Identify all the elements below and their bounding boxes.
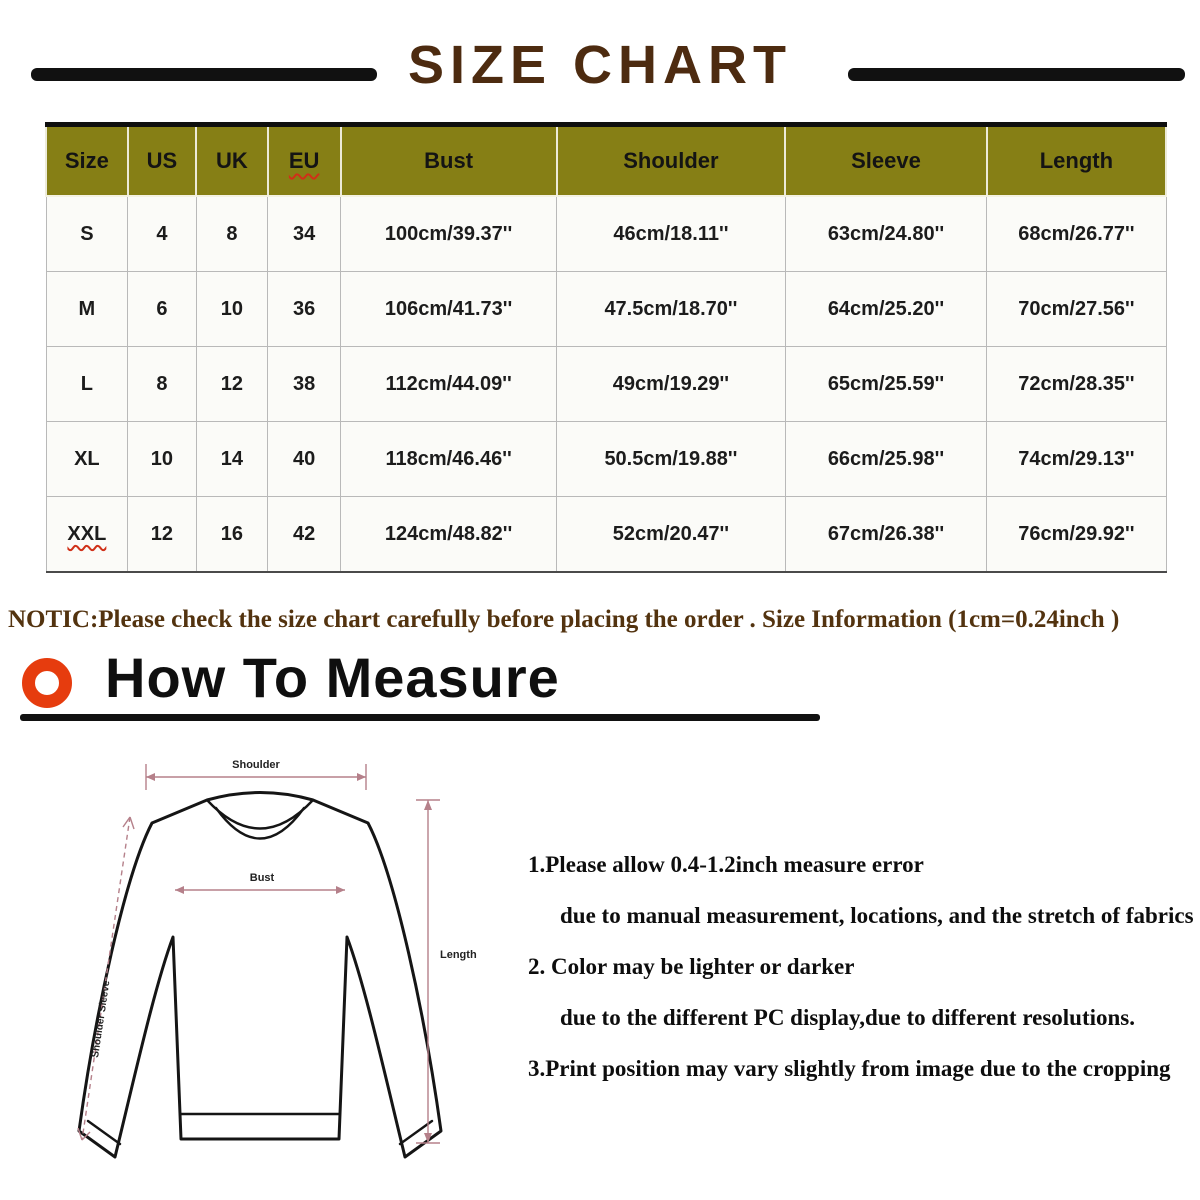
size-table-body: S 4 8 34 100cm/39.37'' 46cm/18.11'' 63cm/24.80…	[45, 195, 1167, 573]
length-arrowhead-bottom	[424, 1133, 432, 1143]
neckline-inner	[214, 806, 306, 840]
table-cell: 8	[195, 195, 269, 272]
table-cell: 106cm/41.73''	[340, 271, 558, 347]
title-right-rule	[848, 68, 1185, 81]
table-row: M 6 10 36 106cm/41.73'' 47.5cm/18.70'' 64cm/25…	[45, 271, 1167, 347]
table-cell: 112cm/44.09''	[340, 346, 558, 422]
measure-notes: 1.Please allow 0.4-1.2inch measure error…	[528, 848, 1200, 1103]
table-cell: 72cm/28.35''	[986, 346, 1167, 422]
table-cell: 46cm/18.11''	[556, 195, 786, 272]
sweater-measure-diagram: Shoulder Bust Length Shoulder Sleeve	[77, 759, 477, 1159]
table-cell: 10	[195, 271, 269, 347]
table-cell: L	[45, 346, 129, 422]
measure-heading-rule	[20, 714, 820, 721]
column-header: Shoulder	[555, 124, 787, 197]
table-cell: 74cm/29.13''	[986, 421, 1167, 497]
note-line: 2. Color may be lighter or darker	[528, 954, 855, 979]
length-arrowhead-top	[424, 800, 432, 810]
table-cell: 10	[127, 421, 197, 497]
table-cell: 50.5cm/19.88''	[556, 421, 786, 497]
table-cell: 52cm/20.47''	[556, 496, 786, 573]
table-cell: M	[45, 271, 129, 347]
table-cell: 42	[267, 496, 342, 573]
page-title: SIZE CHART	[408, 35, 792, 95]
table-cell: 16	[195, 496, 269, 573]
shoulder-arrowhead-left	[146, 773, 155, 781]
table-row: XXL 12 16 42 124cm/48.82'' 52cm/20.47'' 67cm/2…	[45, 496, 1167, 573]
table-cell: S	[45, 195, 129, 272]
left-cuff-line	[86, 1119, 122, 1146]
table-cell: 68cm/26.77''	[986, 195, 1167, 272]
shoulder-sleeve-arrowhead-bottom	[77, 1127, 91, 1141]
bullet-ring-icon	[22, 658, 72, 708]
table-cell: 12	[127, 496, 197, 573]
table-cell: 63cm/24.80''	[784, 195, 988, 272]
table-cell: 14	[195, 421, 269, 497]
table-cell: 67cm/26.38''	[784, 496, 988, 573]
bust-arrowhead-right	[336, 886, 345, 894]
shoulder-sleeve-arrowhead-top	[122, 816, 135, 830]
right-cuff-line	[398, 1119, 434, 1146]
note-line: due to manual measurement, locations, an…	[560, 903, 1194, 928]
table-cell: 64cm/25.20''	[784, 271, 988, 347]
table-row: S 4 8 34 100cm/39.37'' 46cm/18.11'' 63cm/24.80…	[45, 195, 1167, 272]
bust-label: Bust	[250, 872, 275, 884]
sweater-outline	[77, 791, 443, 1159]
table-cell: 40	[267, 421, 342, 497]
table-cell: 65cm/25.59''	[784, 346, 988, 422]
bust-arrowhead-left	[175, 886, 184, 894]
table-cell: 100cm/39.37''	[340, 195, 558, 272]
note-line: due to the different PC display,due to d…	[560, 1005, 1136, 1030]
table-row: L 8 12 38 112cm/44.09'' 49cm/19.29'' 65cm/25.5…	[45, 346, 1167, 422]
table-cell: 6	[127, 271, 197, 347]
table-cell: 118cm/46.46''	[340, 421, 558, 497]
title-left-rule	[31, 68, 377, 81]
size-notice: NOTIC:Please check the size chart carefu…	[8, 606, 1120, 633]
table-cell: 8	[127, 346, 197, 422]
table-cell: 70cm/27.56''	[986, 271, 1167, 347]
column-header: Length	[985, 124, 1168, 197]
column-header: EU	[266, 124, 342, 197]
column-header: Bust	[339, 124, 558, 197]
table-cell: 36	[267, 271, 342, 347]
note-line: 3.Print position may vary slightly from …	[528, 1056, 1171, 1081]
size-chart-table-wrap: Size US UK EU Bust Shoulder Sleeve Length S 4 8 34…	[45, 122, 1168, 573]
shoulder-label: Shoulder	[232, 759, 280, 771]
table-cell: 66cm/25.98''	[784, 421, 988, 497]
column-header: Sleeve	[784, 124, 988, 197]
note-line: 1.Please allow 0.4-1.2inch measure error	[528, 852, 924, 877]
table-cell: 76cm/29.92''	[986, 496, 1167, 573]
measure-heading: How To Measure	[105, 646, 560, 709]
length-label: Length	[440, 949, 477, 961]
table-cell: XL	[45, 421, 129, 497]
size-chart-table: Size US UK EU Bust Shoulder Sleeve Length S 4 8 34…	[45, 122, 1168, 573]
shoulder-arrowhead-right	[357, 773, 366, 781]
column-header: UK	[195, 124, 269, 197]
table-cell: 34	[267, 195, 342, 272]
size-table-header: Size US UK EU Bust Shoulder Sleeve Length	[45, 124, 1168, 197]
column-header: US	[126, 124, 198, 197]
table-cell: 49cm/19.29''	[556, 346, 786, 422]
table-cell: XXL	[45, 496, 129, 573]
table-row: XL 10 14 40 118cm/46.46'' 50.5cm/19.88'' 66cm/…	[45, 421, 1167, 497]
column-header: Size	[45, 124, 129, 197]
shoulder-sleeve-arrow	[81, 816, 131, 1141]
table-cell: 12	[195, 346, 269, 422]
table-cell: 4	[127, 195, 197, 272]
table-cell: 38	[267, 346, 342, 422]
table-cell: 124cm/48.82''	[340, 496, 558, 573]
table-cell: 47.5cm/18.70''	[556, 271, 786, 347]
